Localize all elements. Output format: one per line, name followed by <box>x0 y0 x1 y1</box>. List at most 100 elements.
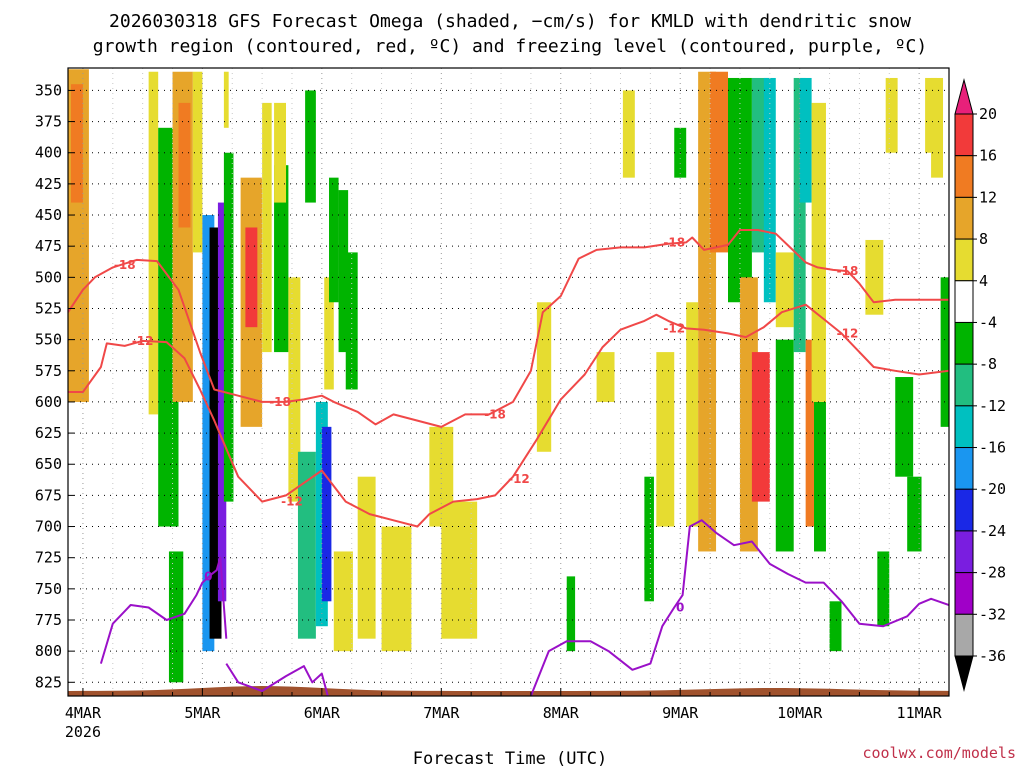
colorbar-band-3 <box>954 196 974 240</box>
x-tick-label-4: 8MAR <box>543 704 580 722</box>
colorbar-band-11 <box>954 530 974 574</box>
omega-cell-39 <box>686 302 699 527</box>
dgz-contour-label-1-4: -12 <box>837 326 859 340</box>
omega-cell-45 <box>751 352 770 502</box>
omega-cell-42 <box>728 77 752 303</box>
omega-cell-46 <box>763 77 776 303</box>
colorbar-label-9: -20 <box>979 480 1006 498</box>
omega-cell-7 <box>192 71 203 253</box>
y-tick-label-525: 525 <box>35 299 62 317</box>
colorbar-band-0 <box>954 78 974 115</box>
omega-cell-28 <box>357 476 376 639</box>
omega-cell-34 <box>596 352 615 402</box>
omega-cell-37 <box>656 352 675 527</box>
chart-title-line-2: growth region (contoured, red, ºC) and f… <box>93 36 927 57</box>
omega-cell-35 <box>622 90 635 178</box>
omega-cell-1 <box>70 84 83 203</box>
colorbar-label-8: -16 <box>979 439 1006 457</box>
omega-cell-62 <box>940 277 949 427</box>
omega-cell-53 <box>811 102 826 402</box>
dgz-contour-label-1-0: -12 <box>132 334 154 348</box>
omega-cell-9 <box>209 227 222 639</box>
omega-cell-22 <box>321 426 332 602</box>
x-tick-label-2: 6MAR <box>304 704 341 722</box>
omega-cell-51 <box>805 339 818 527</box>
credit-text: coolwx.com/models <box>862 744 1016 762</box>
colorbar-band-10 <box>954 488 974 532</box>
x-tick-label-3: 7MAR <box>423 704 460 722</box>
colorbar-label-4: 4 <box>979 272 988 290</box>
terrain-surface <box>68 686 949 696</box>
y-tick-label-625: 625 <box>35 424 62 442</box>
y-tick-label-425: 425 <box>35 175 62 193</box>
dgz-contour-0 <box>68 229 949 428</box>
x-tick-label-6: 10MAR <box>777 704 823 722</box>
y-tick-label-500: 500 <box>35 268 62 286</box>
plot-frame <box>67 67 950 697</box>
omega-cell-19 <box>297 451 316 639</box>
colorbar-label-12: -32 <box>979 605 1006 623</box>
omega-cell-31 <box>441 501 478 639</box>
colorbar-label-0: 20 <box>979 105 997 123</box>
omega-cell-32 <box>536 302 552 452</box>
colorbar-label-13: -36 <box>979 647 1006 665</box>
omega-cell-5 <box>178 102 191 228</box>
omega-cell-47 <box>775 339 794 552</box>
y-tick-label-350: 350 <box>35 81 62 99</box>
colorbar-label-1: 16 <box>979 147 997 165</box>
omega-cell-36 <box>644 476 654 602</box>
omega-cell-15 <box>262 102 272 353</box>
x-axis-title: Forecast Time (UTC) <box>413 749 607 768</box>
y-tick-label-725: 725 <box>35 549 62 567</box>
omega-cell-49 <box>793 77 806 353</box>
freezing-contour-0 <box>99 556 228 664</box>
colorbar-label-11: -28 <box>979 564 1006 582</box>
colorbar-band-8 <box>954 405 974 449</box>
freezing-contour-label-2-0: 0 <box>676 601 684 615</box>
y-tick-label-675: 675 <box>35 486 62 504</box>
dgz-contour-label-0-0: -18 <box>114 258 136 272</box>
dgz-contour-label-1-3: -12 <box>663 321 685 335</box>
omega-cell-58 <box>895 377 914 477</box>
omega-cell-24 <box>329 177 339 303</box>
terrain-fill <box>68 686 949 696</box>
omega-cell-18 <box>288 277 301 502</box>
y-tick-label-600: 600 <box>35 393 62 411</box>
colorbar-band-5 <box>954 280 974 323</box>
omega-cell-61 <box>931 77 944 178</box>
omega-cell-54 <box>829 601 842 652</box>
omega-cell-25 <box>338 190 349 353</box>
dgz-contour-1 <box>68 303 949 528</box>
omega-cell-10 <box>217 202 227 602</box>
y-tick-label-400: 400 <box>35 144 62 162</box>
omega-cell-8 <box>202 215 215 652</box>
colorbar-band-13 <box>954 613 974 657</box>
y-tick-label-650: 650 <box>35 455 62 473</box>
dgz-contour-label-0-4: -18 <box>837 264 859 278</box>
dgz-contour-label-0-3: -18 <box>663 235 685 249</box>
y-tick-label-550: 550 <box>35 331 62 349</box>
freezing-contour-1 <box>225 663 329 696</box>
omega-cell-48 <box>775 252 794 328</box>
colorbar-label-10: -24 <box>979 522 1006 540</box>
omega-cell-55 <box>865 239 884 315</box>
colorbar-label-3: 8 <box>979 230 988 248</box>
y-tick-label-825: 825 <box>35 673 62 691</box>
x-tick-label-5: 9MAR <box>662 704 699 722</box>
omega-cell-57 <box>885 77 898 153</box>
chart-title-line-1: 2026030318 GFS Forecast Omega (shaded, −… <box>109 11 911 32</box>
freezing-contour-2 <box>529 519 949 696</box>
y-tick-label-700: 700 <box>35 518 62 536</box>
omega-cell-33 <box>566 576 576 652</box>
omega-cell-11 <box>223 152 234 502</box>
omega-cell-12 <box>223 71 229 128</box>
omega-cell-23 <box>324 277 334 390</box>
y-tick-label-475: 475 <box>35 237 62 255</box>
colorbar-band-14 <box>954 655 974 692</box>
colorbar-label-2: 12 <box>979 188 997 206</box>
x-tick-label-7: 11MAR <box>897 704 943 722</box>
colorbar-band-7 <box>954 363 974 407</box>
contour-labels: -18 -18 -18 -18 -18 -12 -12 -12 -12 -12 0 0 <box>114 235 859 615</box>
